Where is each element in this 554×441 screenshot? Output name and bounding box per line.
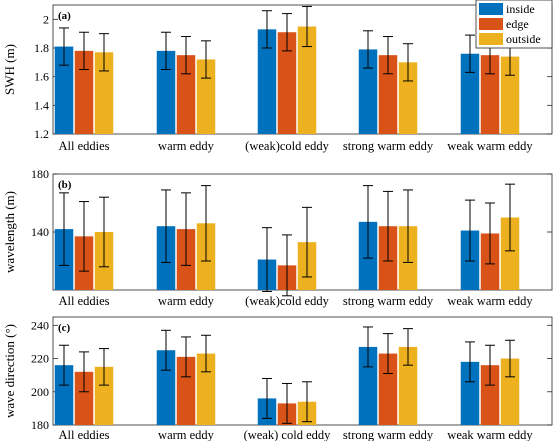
ytick-label: 1.4 xyxy=(34,98,49,112)
category-label: All eddies xyxy=(58,428,109,441)
bar-inside xyxy=(156,350,176,425)
legend-entry: edge xyxy=(506,17,529,31)
legend-swatch-inside xyxy=(479,3,503,15)
bar-inside xyxy=(54,365,74,425)
bar-edge xyxy=(176,55,196,134)
legend-swatch-outside xyxy=(479,33,503,45)
bar-inside xyxy=(358,49,378,134)
bar-outside xyxy=(398,346,418,425)
panel-label: (b) xyxy=(58,179,72,191)
ytick-label: 180 xyxy=(31,418,49,432)
bar-outside xyxy=(398,62,418,135)
bar-edge xyxy=(378,55,398,134)
category-label: warm eddy xyxy=(158,139,215,153)
ytick-label: 2 xyxy=(43,12,49,26)
category-label: weak warm eddy xyxy=(447,139,533,153)
bar-outside xyxy=(500,358,520,425)
category-label: (weak) cold eddy xyxy=(244,428,332,441)
category-label: strong warm eddy xyxy=(343,428,434,441)
legend-swatch-edge xyxy=(479,18,503,30)
category-label: All eddies xyxy=(58,139,109,153)
bar-outside xyxy=(94,366,114,425)
category-label: strong warm eddy xyxy=(343,294,434,308)
category-label: warm eddy xyxy=(158,428,215,441)
category-label: warm eddy xyxy=(158,294,215,308)
ytick-label: 1.2 xyxy=(34,127,49,141)
bar-edge xyxy=(378,353,398,425)
ytick-label: 180 xyxy=(31,167,49,181)
bar-inside xyxy=(54,46,74,134)
category-label: weak warm eddy xyxy=(447,294,533,308)
category-label: (weak)cold eddy xyxy=(245,139,329,153)
ytick-label: 200 xyxy=(31,385,49,399)
category-label: weak warm eddy xyxy=(447,428,533,441)
category-label: (weak)cold eddy xyxy=(245,294,329,308)
category-label: strong warm eddy xyxy=(343,139,434,153)
bar-edge xyxy=(480,55,500,134)
bar-outside xyxy=(500,56,520,134)
legend-entry: inside xyxy=(506,2,535,16)
panel-label: (c) xyxy=(58,322,71,334)
bar-edge xyxy=(480,365,500,425)
ytick-label: 140 xyxy=(31,225,49,239)
bar-inside xyxy=(460,53,480,134)
bar-edge xyxy=(277,32,297,134)
bar-outside xyxy=(297,26,317,134)
bar-outside xyxy=(500,217,520,290)
ytick-label: 1.6 xyxy=(34,70,49,84)
panel-label: (a) xyxy=(58,10,71,22)
category-label: All eddies xyxy=(58,294,109,308)
bar-edge xyxy=(74,50,94,134)
ytick-label: 1.8 xyxy=(34,41,49,55)
bar-inside xyxy=(257,29,277,134)
bar-outside xyxy=(94,52,114,134)
bar-edge xyxy=(74,371,94,425)
legend-entry: outside xyxy=(506,32,541,46)
bar-inside xyxy=(156,50,176,134)
ytick-label: 240 xyxy=(31,318,49,332)
panel-2: 140 180 wavelength (m) (b) All eddies warm ed… xyxy=(2,167,553,308)
y-axis-label: SWH (m) xyxy=(2,44,17,95)
ytick-label: 220 xyxy=(31,352,49,366)
bar-edge xyxy=(176,356,196,425)
y-axis-label: wave direction (°) xyxy=(2,324,17,418)
y-axis-label: wavelength (m) xyxy=(2,191,17,273)
bar-inside xyxy=(460,361,480,425)
panel-1: 1.2 1.4 1.6 1.8 2 SWH (m) (a) All eddies warm ed… xyxy=(2,4,553,153)
panel-3: 180 200 220 240 wave direction (°) (c) All edd… xyxy=(2,316,553,441)
